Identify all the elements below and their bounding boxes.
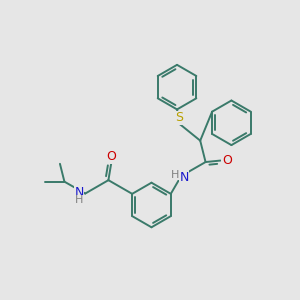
- Text: O: O: [106, 150, 116, 163]
- Text: N: N: [179, 171, 189, 184]
- Text: H: H: [75, 195, 84, 205]
- Text: N: N: [74, 186, 84, 199]
- Text: O: O: [222, 154, 232, 167]
- Text: S: S: [176, 111, 183, 124]
- Text: H: H: [170, 170, 179, 180]
